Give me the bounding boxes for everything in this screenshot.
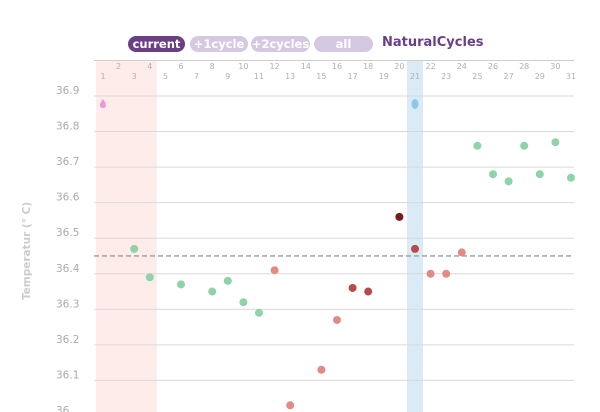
all-cycles-button[interactable]: all: [314, 36, 373, 52]
x-day-label: 28: [519, 62, 529, 71]
x-day-label: 24: [457, 62, 467, 71]
x-day-label: 5: [163, 72, 168, 81]
temperature-point: [364, 287, 373, 296]
temperature-point: [177, 280, 185, 289]
x-day-label: 30: [550, 62, 560, 71]
temperature-point: [317, 365, 326, 374]
x-day-label: 14: [301, 62, 311, 71]
x-day-label: 31: [566, 72, 576, 81]
temperature-point: [270, 266, 279, 275]
temperature-point: [567, 173, 575, 182]
temperature-point: [551, 138, 560, 147]
temperature-point: [348, 283, 357, 292]
ovulation-egg-icon: [411, 99, 419, 109]
temperature-point: [239, 298, 248, 307]
x-day-label: 26: [488, 62, 498, 71]
temperature-point: [255, 308, 263, 317]
y-tick-label: 36.7: [56, 156, 79, 168]
x-day-label: 12: [270, 62, 280, 71]
plus-two-cycles-button[interactable]: +2cycles: [251, 36, 310, 52]
temperature-point: [504, 177, 513, 186]
y-tick-label: 36.9: [56, 85, 79, 97]
x-day-label: 27: [504, 72, 514, 81]
temperature-point: [489, 170, 497, 179]
x-day-label: 11: [254, 72, 264, 81]
x-day-label: 2: [116, 62, 121, 71]
temperature-point: [535, 170, 544, 179]
x-day-label: 13: [285, 72, 295, 81]
x-day-label: 10: [238, 62, 248, 71]
x-day-label: 9: [225, 72, 230, 81]
temperature-point: [145, 273, 154, 282]
y-tick-label: 36.6: [56, 192, 80, 204]
y-tick-label: 36.3: [56, 298, 79, 310]
x-day-label: 4: [147, 62, 152, 71]
temperature-point: [130, 244, 139, 253]
x-day-label: 8: [210, 62, 215, 71]
x-day-label: 3: [132, 72, 137, 81]
x-day-label: 7: [194, 72, 199, 81]
x-day-label: 1: [100, 72, 105, 81]
temperature-point: [395, 212, 404, 221]
temperature-point: [473, 141, 482, 150]
temperature-point: [520, 141, 529, 150]
temperature-point: [333, 315, 341, 324]
temperature-point: [457, 248, 466, 257]
temperature-point: [411, 244, 419, 253]
x-day-label: 20: [394, 62, 404, 71]
x-day-label: 17: [348, 72, 358, 81]
period-band: [96, 61, 157, 412]
temperature-point: [442, 269, 451, 278]
y-tick-label: 36.4: [56, 263, 80, 275]
y-tick-label: 36.5: [56, 227, 79, 239]
x-day-label: 19: [379, 72, 389, 81]
temperature-point: [208, 287, 217, 296]
period-drop-icon: [100, 99, 106, 108]
x-day-label: 25: [472, 72, 482, 81]
top-navigation: current +1cycle +2cycles all NaturalCycl…: [0, 0, 600, 60]
y-tick-label: 36.1: [56, 369, 79, 381]
plus-one-cycle-button[interactable]: +1cycle: [190, 36, 248, 52]
y-tick-label: 36: [56, 405, 70, 412]
header-divider: [94, 60, 574, 61]
y-tick-label: 36.2: [56, 334, 79, 346]
y-tick-label: 36.8: [56, 121, 79, 133]
current-cycle-button[interactable]: current: [128, 36, 185, 52]
x-day-label: 22: [426, 62, 436, 71]
temperature-point: [426, 269, 435, 278]
x-day-label: 6: [178, 62, 183, 71]
y-axis-label: Temperatur (° C): [21, 201, 33, 301]
x-day-label: 29: [535, 72, 545, 81]
x-day-label: 21: [410, 72, 420, 81]
temperature-point: [286, 401, 295, 410]
x-day-label: 16: [332, 62, 342, 71]
x-day-label: 23: [441, 72, 451, 81]
x-day-label: 15: [316, 72, 326, 81]
ovulation-band: [407, 61, 423, 412]
temperature-point: [223, 276, 232, 285]
x-day-label: 18: [363, 62, 373, 71]
brand-logo: NaturalCycles: [382, 35, 484, 50]
